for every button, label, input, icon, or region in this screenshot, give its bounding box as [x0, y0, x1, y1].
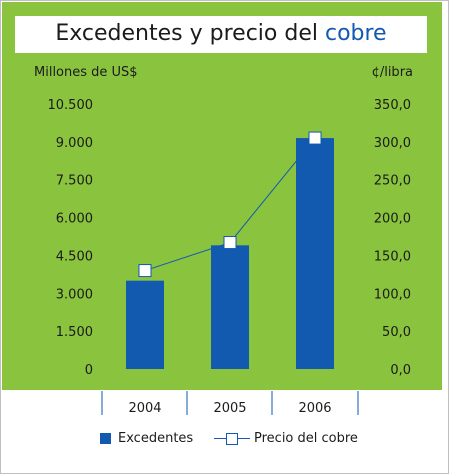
y-right-tick-label: 250,0 — [374, 174, 411, 189]
x-tick-label: 2005 — [213, 401, 246, 416]
y-right-tick-label: 50,0 — [382, 325, 411, 340]
legend-swatch-precio — [214, 431, 250, 447]
y-left-tick-label: 10.500 — [48, 98, 94, 113]
y-left-tick-label: 7.500 — [56, 174, 93, 189]
legend-label-precio: Precio del cobre — [254, 431, 358, 446]
legend-swatch-excedentes — [100, 433, 111, 444]
y-right-tick-label: 350,0 — [374, 98, 411, 113]
y-left-tick-label: 0 — [85, 363, 93, 378]
y-right-tick-label: 150,0 — [374, 249, 411, 264]
chart-title: Excedentes y precio del cobre — [15, 21, 427, 46]
y-right-tick-label: 200,0 — [374, 212, 411, 227]
point-precio-cobre — [223, 236, 237, 250]
bar-excedentes — [296, 138, 334, 369]
x-tick-label: 2004 — [128, 401, 161, 416]
y-right-tick-label: 100,0 — [374, 287, 411, 302]
point-precio-cobre — [308, 131, 322, 145]
legend-label-excedentes: Excedentes — [118, 431, 194, 446]
y-left-tick-label: 6.000 — [56, 212, 93, 227]
y-left-tick-label: 9.000 — [56, 136, 93, 151]
right-axis-unit: ¢/libra — [371, 65, 413, 80]
bar-excedentes — [126, 280, 164, 369]
chart-title-main: Excedentes y precio del — [55, 21, 325, 46]
point-precio-cobre — [138, 264, 152, 278]
bar-excedentes — [211, 245, 249, 369]
y-left-tick-label: 3.000 — [56, 287, 93, 302]
y-left-tick-label: 1.500 — [56, 325, 93, 340]
y-left-tick-label: 4.500 — [56, 249, 93, 264]
y-right-tick-label: 0,0 — [390, 363, 411, 378]
left-axis-unit: Millones de US$ — [34, 65, 138, 80]
title-box: Excedentes y precio del cobre — [15, 16, 427, 53]
x-tick-label: 2006 — [298, 401, 331, 416]
y-right-tick-label: 300,0 — [374, 136, 411, 151]
chart-title-highlight: cobre — [324, 21, 387, 46]
